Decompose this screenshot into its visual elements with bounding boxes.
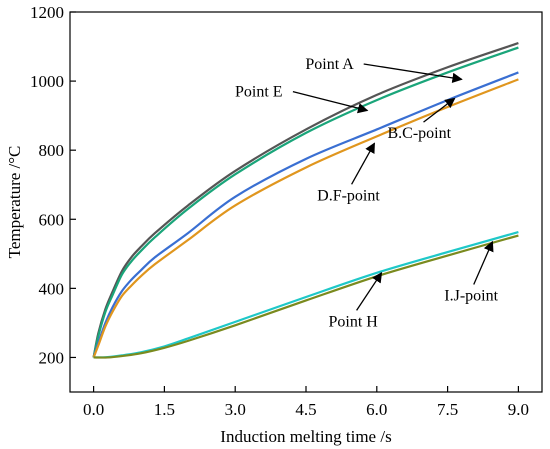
series-line-3 bbox=[92, 71, 519, 358]
annotation-arrow bbox=[292, 91, 369, 114]
y-tick-label: 600 bbox=[39, 210, 65, 229]
x-tick-label: 0.0 bbox=[83, 400, 104, 419]
annotation-label: I.J-point bbox=[444, 287, 498, 304]
annotation-arrow bbox=[356, 271, 383, 311]
series-line-6 bbox=[93, 234, 519, 359]
x-tick-label: 9.0 bbox=[508, 400, 529, 419]
series-line-2 bbox=[92, 46, 519, 358]
annotation-label: Point E bbox=[235, 84, 283, 101]
series-layer bbox=[92, 42, 519, 359]
x-tick-label: 7.5 bbox=[437, 400, 458, 419]
x-tick-label: 1.5 bbox=[154, 400, 175, 419]
x-tick-label: 4.5 bbox=[295, 400, 316, 419]
y-axis-label: Temperature /°C bbox=[5, 146, 24, 259]
annotation-label: Point H bbox=[329, 313, 379, 330]
y-tick-label: 1000 bbox=[30, 72, 64, 91]
series-line-1 bbox=[92, 42, 519, 358]
series-line-4 bbox=[92, 78, 519, 358]
x-axis-label: Induction melting time /s bbox=[220, 427, 391, 446]
annotation-label: D.F-point bbox=[317, 187, 380, 204]
annotation-arrow bbox=[351, 142, 376, 185]
y-tick-label: 400 bbox=[39, 279, 65, 298]
annotation-arrow bbox=[423, 97, 456, 123]
y-tick-label: 800 bbox=[39, 141, 65, 160]
annotation-label: B.C-point bbox=[387, 125, 451, 142]
y-tick-label: 200 bbox=[39, 348, 65, 367]
annotation-label: Point A bbox=[305, 56, 354, 73]
tick-layer: 0.0 1.5 3.0 4.5 6.0 7.5 9.0 200 400 600 800 1000 120… bbox=[30, 3, 529, 419]
annotation-layer: Point A Point E B.C-point D.F-point Point H I… bbox=[235, 56, 499, 330]
annotation-arrow bbox=[473, 240, 494, 285]
y-tick-label: 1200 bbox=[30, 3, 64, 22]
annotation-arrow bbox=[363, 63, 463, 84]
x-tick-label: 6.0 bbox=[366, 400, 387, 419]
x-tick-label: 3.0 bbox=[225, 400, 246, 419]
